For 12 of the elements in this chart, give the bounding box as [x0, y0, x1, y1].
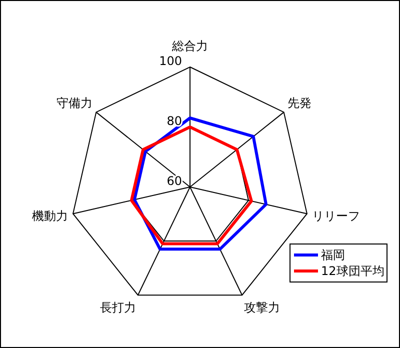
legend-label: 12球団平均 [321, 264, 384, 278]
legend-label: 福岡 [321, 248, 345, 262]
y-tick-label: 100 [159, 54, 182, 68]
spoke-label: リリーフ [312, 208, 360, 223]
spoke-label: 総合力 [171, 39, 208, 53]
spoke-label: 先発 [288, 96, 312, 110]
y-tick-label: 80 [166, 114, 182, 128]
y-tick-label: 60 [166, 174, 182, 188]
spoke-label: 長打力 [100, 300, 136, 315]
spoke-label: 守備力 [56, 96, 92, 110]
spoke-label: 機動力 [32, 208, 68, 223]
spoke-label: 攻撃力 [244, 300, 280, 315]
